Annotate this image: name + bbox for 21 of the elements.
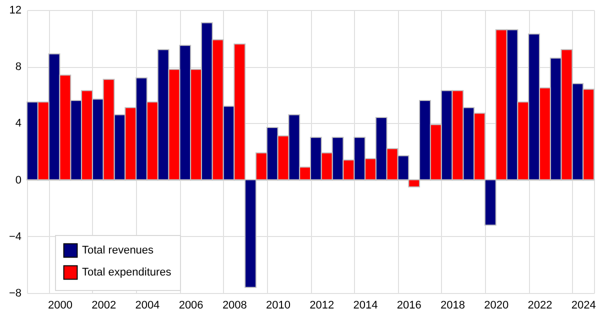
x-tick-label: 2018 (440, 300, 465, 312)
x-tick-label: 2022 (528, 300, 552, 312)
x-tick-label: 2010 (266, 300, 291, 312)
x-tick-label: 2020 (484, 300, 509, 312)
x-tick-label: 2014 (353, 300, 378, 312)
y-tick-label: 12 (9, 4, 22, 16)
x-tick-label: 2002 (92, 300, 116, 312)
x-tick-label: 2024 (571, 300, 596, 312)
y-tick-label: −4 (8, 230, 22, 243)
y-tick-label: 8 (15, 61, 22, 74)
x-tick-label: 2016 (396, 300, 422, 312)
x-tick-label: 2012 (310, 300, 334, 312)
y-tick-label: −8 (8, 288, 22, 300)
y-tick-label: 0 (15, 174, 22, 186)
y-tick-label: 4 (15, 118, 22, 130)
x-tick-label: 2008 (222, 300, 247, 312)
x-tick-label: 2006 (178, 300, 204, 312)
legend-label: Total revenues (82, 244, 154, 256)
x-tick-label: 2000 (48, 300, 72, 312)
x-tick-label: 2004 (135, 300, 160, 312)
legend-label: Total expenditures (82, 266, 172, 278)
